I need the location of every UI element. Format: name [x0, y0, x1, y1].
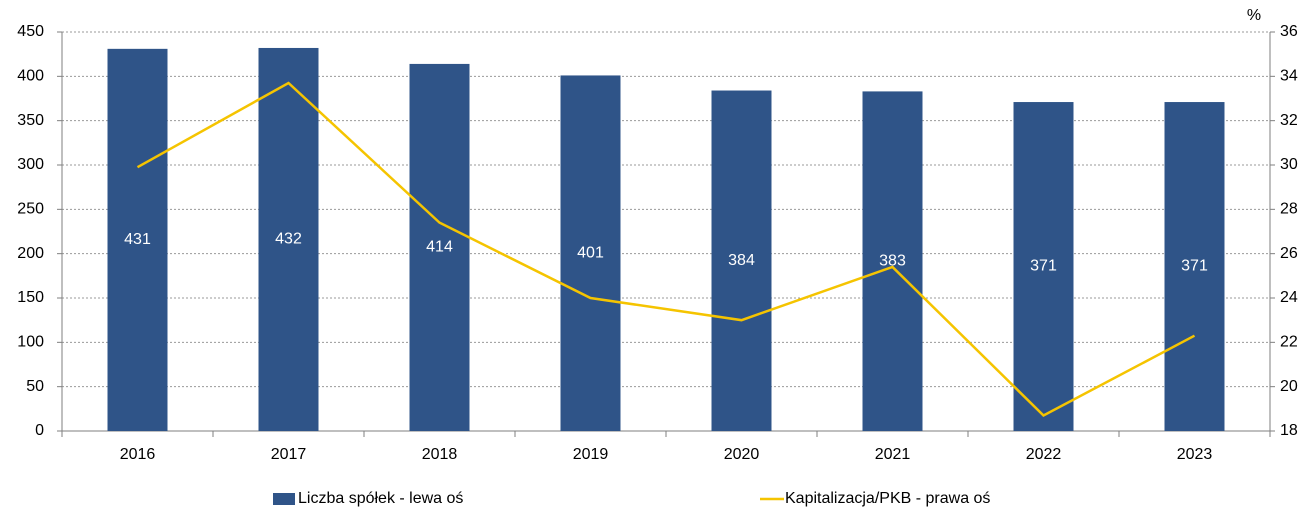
y2-axis-label: % — [1247, 7, 1261, 24]
y2-tick-label: 30 — [1280, 156, 1298, 173]
x-tick-label: 2021 — [875, 446, 911, 463]
y-tick-label: 0 — [35, 422, 44, 439]
x-tick-label: 2019 — [573, 446, 609, 463]
data-label: 383 — [879, 252, 906, 269]
legend-label: Liczba spółek - lewa oś — [298, 490, 463, 507]
y2-tick-label: 32 — [1280, 112, 1298, 129]
x-tick-label: 2016 — [120, 446, 156, 463]
y-tick-label: 350 — [17, 112, 44, 129]
bar — [1013, 102, 1074, 432]
y-tick-label: 200 — [17, 245, 44, 262]
line — [136, 81, 1196, 418]
y2-tick-label: 26 — [1280, 245, 1298, 262]
y-tick-label: 400 — [17, 68, 44, 85]
bar — [711, 90, 772, 432]
y2-tick-label: 22 — [1280, 334, 1298, 351]
y-tick-label: 450 — [17, 23, 44, 40]
bar — [409, 63, 470, 432]
legend-label: Kapitalizacja/PKB - prawa oś — [785, 490, 990, 507]
y2-tick-label: 36 — [1280, 23, 1298, 40]
y2-tick-label: 18 — [1280, 422, 1298, 439]
data-label: 431 — [124, 231, 151, 248]
x-tick-label: 2023 — [1177, 446, 1213, 463]
y-tick-label: 100 — [17, 334, 44, 351]
y-tick-label: 250 — [17, 201, 44, 218]
data-label: 371 — [1181, 258, 1208, 275]
x-tick-label: 2020 — [724, 446, 760, 463]
y-tick-label: 50 — [26, 378, 44, 395]
y-tick-label: 300 — [17, 156, 44, 173]
data-label: 414 — [426, 239, 453, 256]
y2-tick-label: 20 — [1280, 378, 1298, 395]
data-label: 401 — [577, 244, 604, 261]
bar — [560, 75, 621, 432]
data-label: 432 — [275, 231, 302, 248]
y2-tick-label: 24 — [1280, 289, 1298, 306]
x-tick-label: 2022 — [1026, 446, 1062, 463]
data-label: 384 — [728, 252, 755, 269]
y2-tick-label: 34 — [1280, 68, 1298, 85]
x-tick-label: 2018 — [422, 446, 458, 463]
bar — [862, 91, 923, 431]
x-tick-label: 2017 — [271, 446, 307, 463]
bar — [107, 48, 168, 431]
y-tick-label: 150 — [17, 289, 44, 306]
data-label: 371 — [1030, 258, 1057, 275]
y2-tick-label: 28 — [1280, 201, 1298, 218]
bar — [1164, 102, 1225, 432]
bar — [258, 47, 319, 432]
legend-swatch — [273, 493, 295, 505]
